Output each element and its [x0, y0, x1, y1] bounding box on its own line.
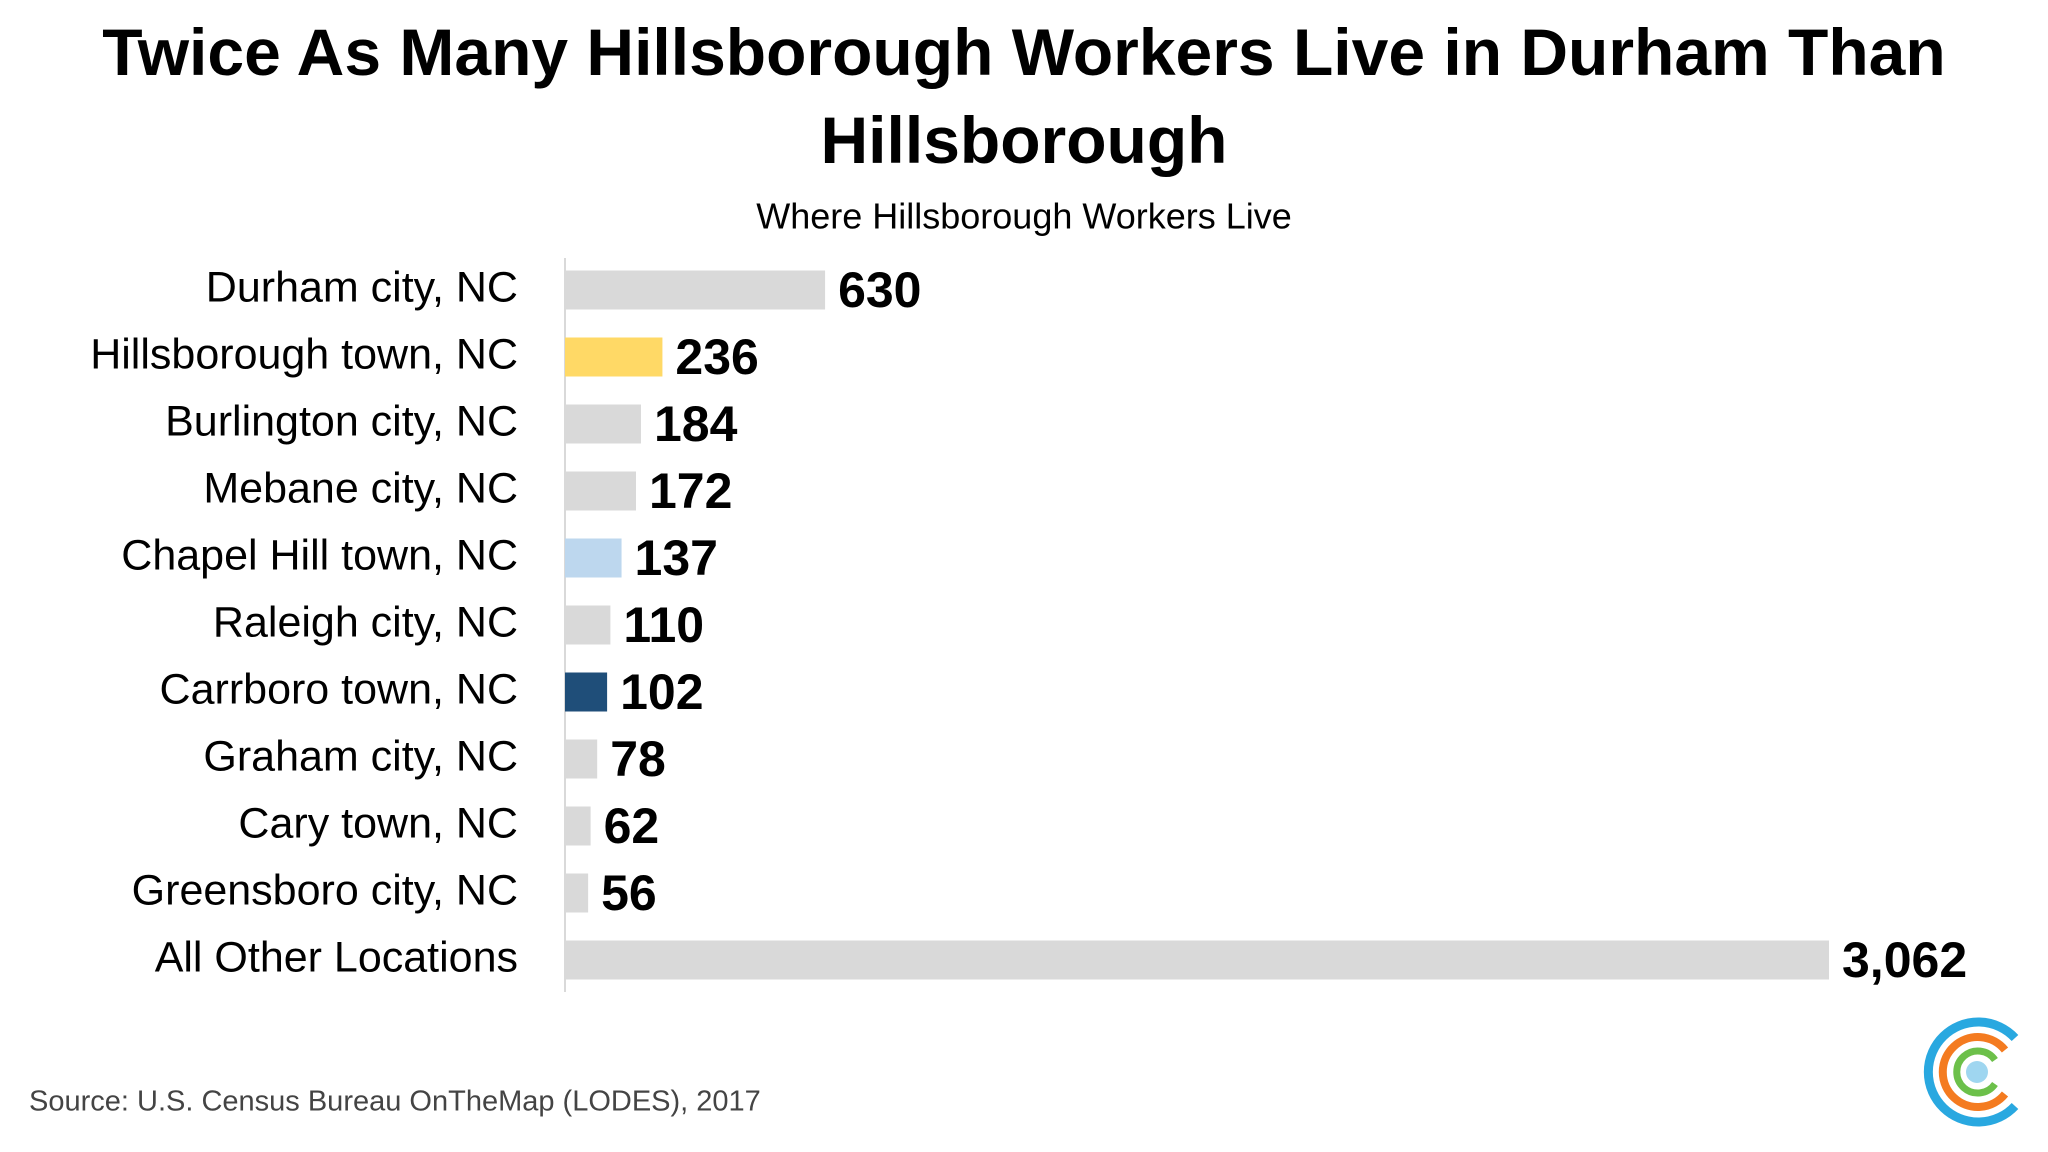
bar	[565, 337, 663, 377]
data-label: 110	[623, 597, 704, 653]
bar	[565, 806, 591, 846]
bar	[565, 404, 641, 444]
bar	[565, 940, 1829, 980]
category-label: Hillsborough town, NC	[90, 330, 518, 378]
logo-dot	[1966, 1061, 1988, 1083]
data-label: 630	[838, 262, 921, 318]
data-label: 78	[610, 731, 666, 787]
bar	[565, 471, 637, 511]
category-label: Chapel Hill town, NC	[121, 531, 518, 579]
data-label: 137	[635, 530, 718, 586]
bar	[565, 672, 608, 712]
bar	[565, 739, 598, 779]
category-label: Greensboro city, NC	[132, 866, 518, 914]
data-label: 56	[601, 865, 657, 921]
data-label: 236	[675, 329, 758, 385]
data-label: 3,062	[1842, 932, 1967, 988]
data-label: 102	[620, 664, 703, 720]
bar	[565, 538, 622, 578]
data-label: 184	[654, 396, 738, 452]
category-label: Mebane city, NC	[203, 464, 518, 512]
data-label: 172	[649, 463, 732, 519]
logo-arc	[1938, 1033, 2009, 1111]
chart-title: Twice As Many Hillsborough Workers Live …	[102, 15, 1946, 177]
logo	[1923, 1017, 2019, 1127]
logo-arc	[1953, 1047, 1998, 1097]
category-label: Raleigh city, NC	[213, 598, 518, 646]
bar	[565, 873, 589, 913]
data-label: 62	[604, 798, 660, 854]
category-label: Carrboro town, NC	[160, 665, 518, 713]
chart-subtitle: Where Hillsborough Workers Live	[756, 196, 1292, 237]
category-label: Cary town, NC	[238, 799, 518, 847]
category-label: All Other Locations	[155, 933, 518, 981]
bar	[565, 270, 826, 310]
source-note: Source: U.S. Census Bureau OnTheMap (LOD…	[29, 1086, 761, 1118]
bar	[565, 605, 611, 645]
category-label: Graham city, NC	[203, 732, 518, 780]
logo-arc	[1923, 1017, 2019, 1127]
category-label: Burlington city, NC	[165, 397, 518, 445]
category-label: Durham city, NC	[206, 263, 518, 311]
